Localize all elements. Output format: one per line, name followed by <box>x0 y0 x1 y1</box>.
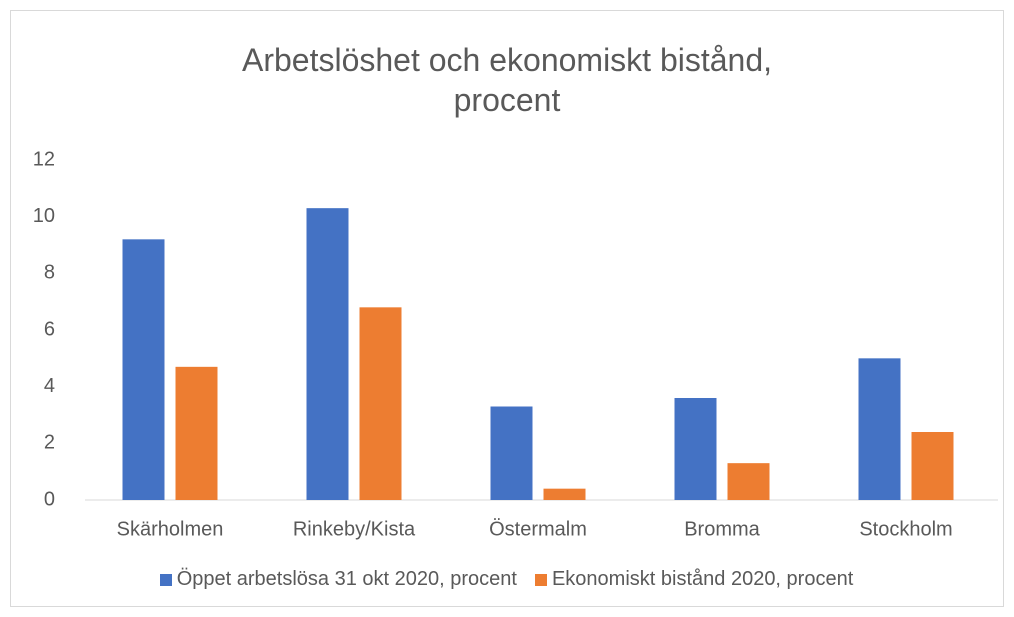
legend-swatch <box>534 573 547 586</box>
y-tick-label: 4 <box>44 375 55 397</box>
bar <box>175 366 218 500</box>
bar <box>490 406 533 500</box>
bar <box>858 358 901 500</box>
y-tick-label: 0 <box>44 488 55 510</box>
y-tick-label: 8 <box>44 262 55 284</box>
y-tick-label: 12 <box>33 148 55 170</box>
bar <box>306 208 349 500</box>
x-tick-label: Rinkeby/Kista <box>293 518 416 540</box>
bar <box>543 488 586 500</box>
legend-label: Öppet arbetslösa 31 okt 2020, procent <box>176 568 517 590</box>
bar <box>911 432 954 500</box>
bar <box>359 307 402 500</box>
chart-title: Arbetslöshet och ekonomiskt bistånd, pro… <box>241 42 773 118</box>
legend-item: Öppet arbetslösa 31 okt 2020, procent <box>159 568 517 591</box>
y-tick-label: 10 <box>33 205 55 227</box>
y-tick-label: 6 <box>44 318 55 340</box>
x-tick-label: Bromma <box>684 518 760 540</box>
x-tick-label: Skärholmen <box>117 518 224 540</box>
legend-item: Ekonomiskt bistånd 2020, procent <box>534 568 854 591</box>
legend: Öppet arbetslösa 31 okt 2020, procent Eko… <box>10 568 1003 591</box>
chart-border <box>10 10 1004 607</box>
legend-label: Ekonomiskt bistånd 2020, procent <box>551 568 854 590</box>
legend-swatch <box>159 573 172 586</box>
x-tick-label: Stockholm <box>859 518 952 540</box>
bar <box>122 239 165 501</box>
x-tick-label: Östermalm <box>489 518 587 540</box>
bar <box>674 398 717 500</box>
bar <box>727 463 770 500</box>
y-tick-label: 2 <box>44 432 55 454</box>
